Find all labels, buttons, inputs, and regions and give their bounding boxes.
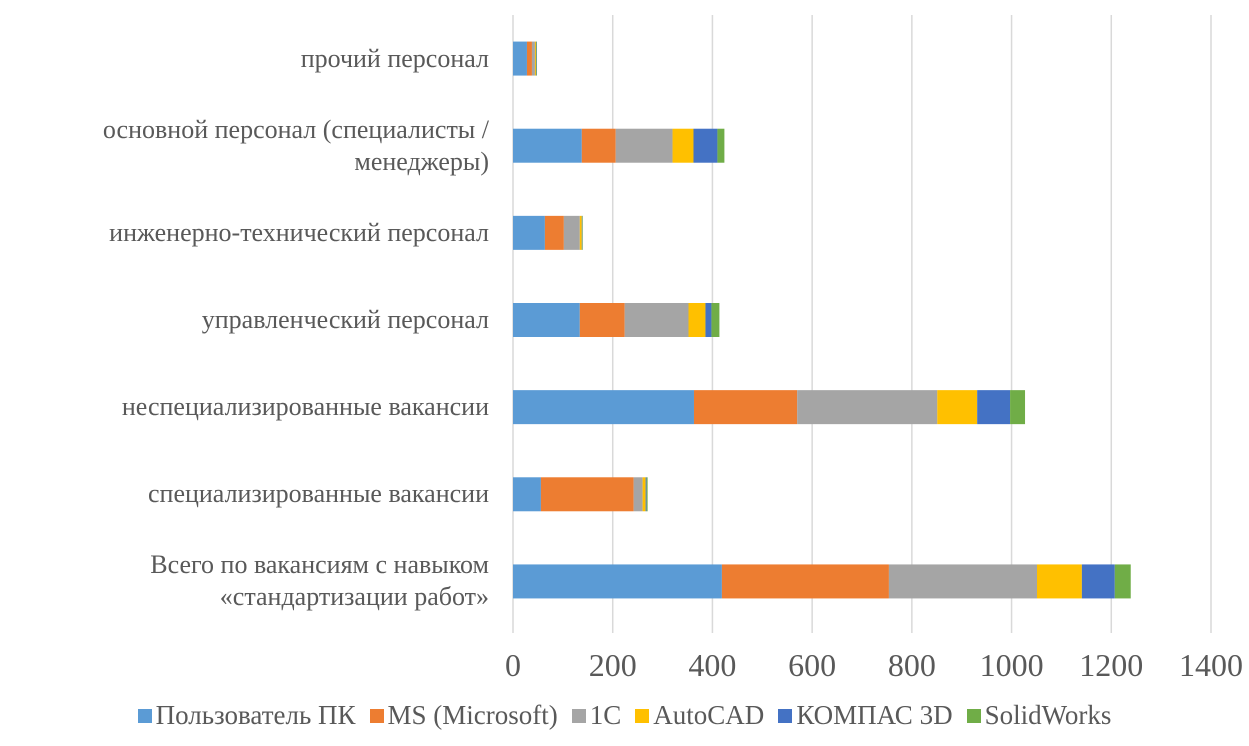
x-tick-label: 800: [888, 647, 936, 683]
bar-segment: [513, 564, 722, 599]
bar-segment: [531, 41, 535, 76]
y-tick-label: специализированные вакансии: [147, 479, 489, 509]
bar-segment: [540, 477, 634, 512]
bar-segment: [513, 215, 545, 250]
bar-segment: [513, 41, 527, 76]
bar-segment: [937, 390, 978, 425]
bar-segment: [544, 215, 564, 250]
legend: Пользователь ПК MS (Microsoft) 1С AutoCAD КО…: [0, 700, 1249, 731]
y-tick-label: управленческий персонал: [201, 305, 489, 334]
legend-label: SolidWorks: [984, 700, 1112, 730]
legend-label: Пользователь ПК: [155, 700, 356, 730]
y-tick-label: неспециализированные вакансии: [121, 392, 489, 422]
x-tick-label: 200: [589, 647, 637, 683]
legend-item: AutoCAD: [635, 700, 764, 731]
bar-segment: [693, 390, 798, 425]
bar-segment: [526, 41, 532, 76]
legend-item: КОМПАС 3D: [778, 700, 953, 731]
bar-segment: [1081, 564, 1115, 599]
legend-item: Пользователь ПК: [137, 700, 356, 731]
bar-segment: [579, 303, 625, 337]
bar-segment: [797, 390, 938, 425]
x-tick-label: 1000: [980, 647, 1044, 683]
bar-segment: [513, 477, 541, 512]
y-tick-label: инженерно-технический персонал: [109, 217, 489, 247]
legend-swatch: [778, 708, 793, 723]
bar-segment: [513, 303, 580, 337]
x-tick-label: 400: [688, 647, 736, 683]
y-tick-label: Всего по вакансиям с навыком «стандартиз…: [150, 550, 489, 612]
legend-item: MS (Microsoft): [369, 700, 558, 731]
legend-swatch: [369, 708, 384, 723]
bar-segment: [721, 564, 889, 599]
legend-label: КОМПАС 3D: [796, 700, 953, 730]
bar-segment: [513, 390, 694, 425]
x-tick-label: 1400: [1179, 647, 1243, 683]
bar-segment: [688, 303, 706, 337]
x-tick-label: 1200: [1079, 647, 1143, 683]
bar-segment: [672, 128, 694, 163]
bar-segment: [693, 128, 718, 163]
legend-swatch: [137, 708, 152, 723]
bar-segment: [711, 303, 720, 337]
legend-label: MS (Microsoft): [387, 700, 558, 730]
legend-swatch: [635, 708, 650, 723]
bar-segment: [633, 477, 643, 512]
bar-segment: [534, 41, 536, 76]
x-tick-label: 0: [505, 647, 521, 683]
bar-segment: [1010, 390, 1026, 425]
legend-item: 1С: [571, 700, 622, 731]
legend-label: AutoCAD: [653, 700, 765, 730]
bar-segment: [717, 128, 725, 163]
bar-segment: [646, 477, 648, 512]
bar-segment: [579, 215, 582, 250]
legend-label: 1С: [589, 700, 622, 730]
bar-segment: [513, 128, 582, 163]
bar-segment: [977, 390, 1011, 425]
bar-segment: [1036, 564, 1082, 599]
bar-segment: [645, 477, 647, 512]
y-tick-label: основной персонал (специалисты / менедже…: [102, 114, 489, 176]
x-tick-label: 600: [788, 647, 836, 683]
bar-segment: [615, 128, 673, 163]
bar-segment: [581, 128, 616, 163]
bar-segment: [888, 564, 1037, 599]
bar-segment: [624, 303, 689, 337]
legend-swatch: [966, 708, 981, 723]
bar-segment: [642, 477, 646, 512]
bar-segment: [705, 303, 712, 337]
legend-swatch: [571, 708, 586, 723]
bar-segment: [1114, 564, 1131, 599]
y-tick-label: прочий персонал: [300, 43, 489, 73]
bar-segment: [563, 215, 580, 250]
legend-item: SolidWorks: [966, 700, 1112, 731]
